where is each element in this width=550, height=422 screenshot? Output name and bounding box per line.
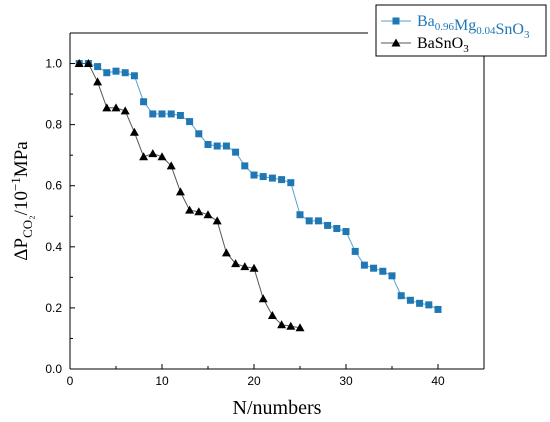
- legend-entry-ba-mg: Ba0.96Mg0.04SnO3: [381, 13, 530, 41]
- data-point-ba-mg: [379, 267, 387, 275]
- data-point-basno3: [139, 152, 149, 161]
- data-point-basno3: [93, 77, 103, 86]
- data-point-ba-mg: [130, 72, 138, 80]
- data-point-ba-mg: [342, 228, 350, 236]
- data-point-basno3: [212, 216, 222, 225]
- data-point-ba-mg: [112, 67, 120, 75]
- data-point-basno3: [295, 323, 305, 332]
- data-point-ba-mg: [250, 171, 258, 179]
- x-tick-label: 0: [67, 374, 74, 388]
- data-point-basno3: [249, 263, 259, 272]
- data-point-ba-mg: [149, 110, 157, 118]
- data-point-ba-mg: [324, 221, 332, 229]
- data-point-ba-mg: [397, 292, 405, 300]
- data-point-basno3: [102, 103, 112, 112]
- data-point-basno3: [185, 205, 195, 214]
- data-point-ba-mg: [140, 98, 148, 106]
- data-point-ba-mg: [167, 110, 175, 118]
- data-point-basno3: [74, 59, 84, 68]
- data-point-ba-mg: [158, 110, 166, 118]
- data-point-ba-mg: [305, 217, 313, 225]
- data-point-ba-mg: [94, 63, 102, 71]
- data-point-ba-mg: [241, 162, 249, 170]
- legend-label-basno3: BaSnO3: [417, 35, 469, 55]
- data-point-ba-mg: [176, 111, 184, 119]
- y-tick-label: 0.0: [45, 362, 62, 376]
- data-point-basno3: [267, 311, 277, 320]
- series-layer: [74, 59, 442, 332]
- data-point-ba-mg: [406, 296, 414, 304]
- data-point-ba-mg: [416, 299, 424, 307]
- data-point-basno3: [157, 152, 167, 161]
- data-point-basno3: [129, 127, 139, 136]
- data-point-ba-mg: [392, 17, 400, 25]
- data-point-ba-mg: [195, 130, 203, 138]
- data-point-basno3: [240, 262, 250, 271]
- data-point-basno3: [166, 161, 176, 170]
- y-tick-label: 0.4: [45, 240, 62, 254]
- data-point-ba-mg: [103, 69, 111, 77]
- data-point-basno3: [194, 207, 204, 216]
- data-point-basno3: [83, 59, 93, 68]
- data-point-ba-mg: [351, 247, 359, 255]
- data-point-ba-mg: [314, 217, 322, 225]
- data-point-ba-mg: [222, 142, 230, 150]
- data-point-basno3: [120, 106, 130, 115]
- data-point-ba-mg: [259, 173, 267, 181]
- y-tick-label: 0.2: [45, 301, 62, 315]
- x-tick-label: 20: [247, 374, 261, 388]
- data-point-basno3: [111, 103, 121, 112]
- x-tick-label: 30: [339, 374, 353, 388]
- y-tick-label: 0.8: [45, 118, 62, 132]
- x-axis-title: N/numbers: [233, 397, 322, 419]
- data-point-ba-mg: [121, 69, 129, 77]
- data-point-ba-mg: [268, 174, 276, 182]
- data-point-basno3: [203, 210, 213, 219]
- series-basno3: [74, 59, 305, 332]
- data-point-basno3: [148, 149, 158, 158]
- axes: 0 10 20 30 40 0.0 0.2 0.4 0.6 0.8 1.0 N/numbers ΔPCO…: [8, 32, 485, 419]
- data-point-basno3: [221, 248, 231, 257]
- x-tick-label: 40: [431, 374, 445, 388]
- data-point-ba-mg: [278, 176, 286, 184]
- data-point-ba-mg: [186, 118, 194, 126]
- data-point-ba-mg: [425, 301, 433, 309]
- x-tick-label: 10: [155, 374, 169, 388]
- data-point-ba-mg: [388, 272, 396, 280]
- y-tick-label: 1.0: [45, 57, 62, 71]
- series-line-ba-mg: [79, 63, 439, 310]
- data-point-ba-mg: [296, 211, 304, 219]
- data-point-basno3: [277, 320, 287, 329]
- data-point-basno3: [286, 321, 296, 330]
- data-point-ba-mg: [434, 305, 442, 313]
- data-point-basno3: [258, 294, 268, 303]
- data-point-ba-mg: [232, 148, 240, 156]
- data-point-basno3: [175, 187, 185, 196]
- data-point-ba-mg: [204, 140, 212, 148]
- data-point-ba-mg: [213, 142, 221, 150]
- data-point-basno3: [391, 38, 401, 47]
- data-point-ba-mg: [370, 264, 378, 272]
- legend-label-ba-mg: Ba0.96Mg0.04SnO3: [417, 13, 530, 41]
- data-point-ba-mg: [333, 224, 341, 232]
- legend-entry-basno3: BaSnO3: [381, 35, 469, 55]
- data-point-ba-mg: [287, 179, 295, 187]
- data-point-ba-mg: [360, 261, 368, 269]
- y-axis-title: ΔPCO₂/10−1MPa: [8, 141, 35, 261]
- data-point-basno3: [231, 259, 241, 268]
- series-line-basno3: [79, 63, 301, 329]
- legend-box: [375, 4, 547, 57]
- series-ba-mg: [75, 60, 442, 313]
- y-tick-label: 0.6: [45, 179, 62, 193]
